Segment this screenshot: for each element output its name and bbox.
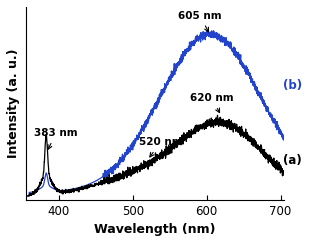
Text: (b): (b) [283,79,302,92]
Text: 620 nm: 620 nm [190,93,234,113]
Y-axis label: Intensity (a. u.): Intensity (a. u.) [7,49,20,158]
X-axis label: Wavelength (nm): Wavelength (nm) [94,223,216,236]
Text: 383 nm: 383 nm [34,128,78,149]
Text: 520 nm: 520 nm [139,137,182,157]
Text: (a): (a) [283,154,302,167]
Text: 605 nm: 605 nm [178,11,222,32]
